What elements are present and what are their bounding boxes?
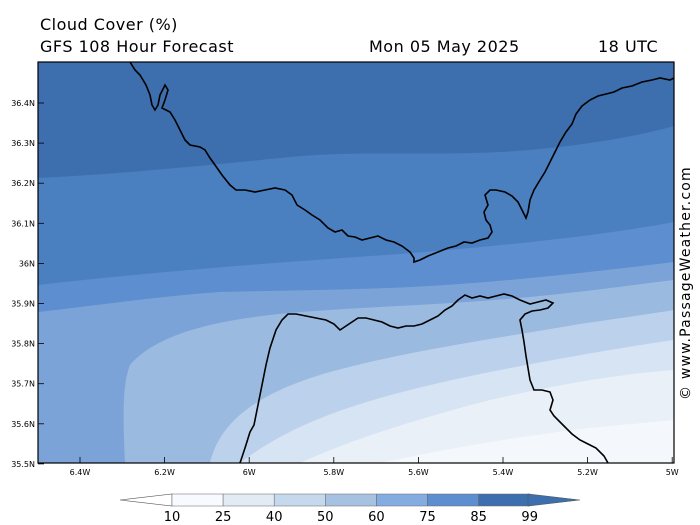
cloud-band-85-99-top-lobe <box>155 62 430 127</box>
legend-swatch <box>325 493 377 507</box>
lat-label: 36.2N <box>11 179 35 188</box>
lat-label: 36N <box>19 259 35 268</box>
plot-frame <box>37 61 675 464</box>
legend-arrow-right <box>527 493 581 507</box>
legend-swatch <box>376 493 428 507</box>
legend-tick-label: 99 <box>521 510 538 525</box>
legend-swatch <box>273 493 326 507</box>
lat-label: 35.6N <box>11 420 35 429</box>
latitude-axis: 36.4N 36.3N 36.2N 36.1N 36N 35.9N 35.8N 35.7N 35… <box>11 99 44 469</box>
lon-label: 6.2W <box>154 468 175 477</box>
legend-tick-label: 60 <box>368 510 385 525</box>
legend-tick-label: 40 <box>266 510 283 525</box>
legend-tick-label: 75 <box>419 510 436 525</box>
coastlines <box>129 62 674 463</box>
legend-tick-label: 50 <box>317 510 334 525</box>
legend-swatch <box>171 493 224 507</box>
lat-label: 35.8N <box>11 340 35 349</box>
legend-arrow-left <box>119 493 173 507</box>
lon-label: 5.2W <box>577 468 598 477</box>
watermark: © www.PassageWeather.com <box>678 166 694 400</box>
lon-label: 5.6W <box>408 468 429 477</box>
spain-coastline <box>129 62 674 264</box>
lat-label: 36.4N <box>11 99 35 108</box>
lon-label: 6W <box>243 468 256 477</box>
lat-label: 36.3N <box>11 139 35 148</box>
map-title: Cloud Cover (%) <box>40 15 178 34</box>
legend-tick-label: 85 <box>470 510 487 525</box>
lon-label: 5.8W <box>323 468 344 477</box>
lon-label: 6.4W <box>70 468 91 477</box>
legend-swatch <box>222 493 275 507</box>
legend-tick-label: 25 <box>215 510 232 525</box>
forecast-date: Mon 05 May 2025 <box>369 37 520 56</box>
longitude-axis: 6.4W 6.2W 6W 5.8W 5.6W 5.4W 5.2W 5W <box>70 457 679 477</box>
cloud-cover-field <box>38 62 674 463</box>
lat-label: 36.1N <box>11 219 35 228</box>
forecast-time: 18 UTC <box>598 37 659 56</box>
lat-label: 35.5N <box>11 460 35 469</box>
legend-swatch <box>427 493 479 507</box>
forecast-label: GFS 108 Hour Forecast <box>40 37 235 56</box>
legend-swatch <box>478 493 530 507</box>
lat-label: 35.7N <box>11 380 35 389</box>
lon-label: 5W <box>666 468 679 477</box>
legend-tick-label: 10 <box>164 510 181 525</box>
color-legend: 10 25 40 50 60 75 85 99 <box>119 493 581 525</box>
lon-label: 5.4W <box>493 468 514 477</box>
lat-label: 35.9N <box>11 300 35 309</box>
morocco-coastline <box>239 293 609 463</box>
